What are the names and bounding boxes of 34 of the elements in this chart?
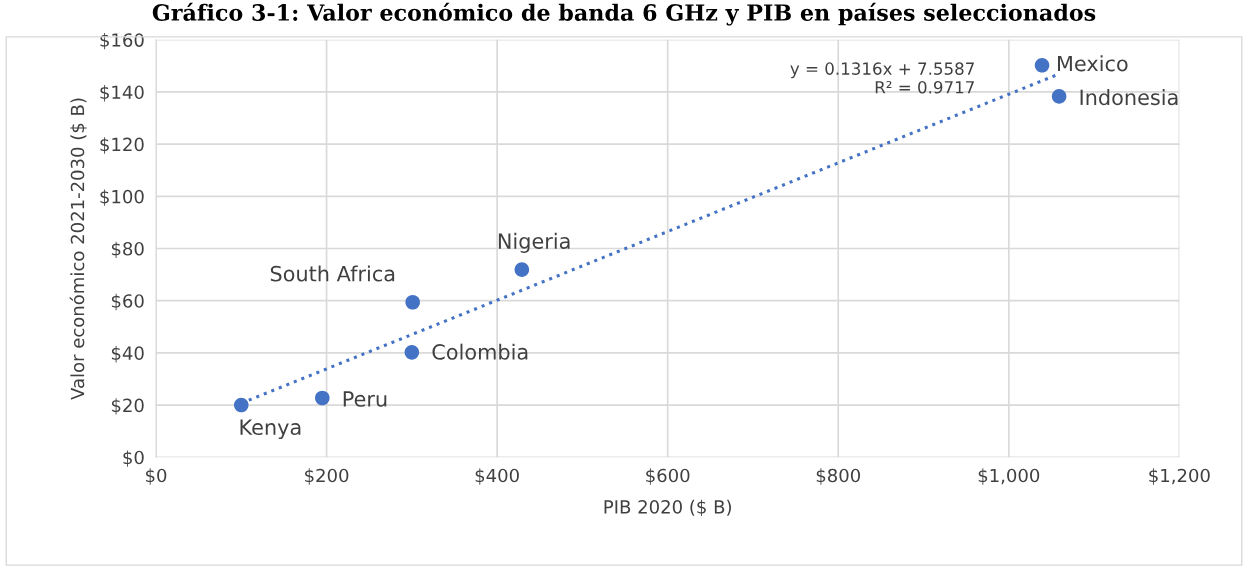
- point: [1034, 58, 1050, 73]
- chart-title: Gráfico 3-1: Valor económico de banda 6 GHz y PIB en países seleccionados: [152, 2, 1096, 26]
- point: [1051, 89, 1067, 104]
- annotation: South Africa: [270, 265, 395, 282]
- x-tick-label: $1,200: [1149, 468, 1210, 485]
- y-tick-label: $140: [100, 85, 144, 102]
- y-axis-title: Valor económico 2021-2030 ($ B): [69, 98, 87, 400]
- annotation: y = 0.1316x + 7.5587 R² = 0.9717: [790, 62, 974, 94]
- x-tick-label: $1,000: [978, 468, 1040, 485]
- point: [315, 390, 330, 406]
- point: [404, 345, 420, 360]
- y-tick-label: $100: [100, 189, 144, 206]
- x-tick-label: $800: [816, 468, 861, 485]
- point: [234, 397, 249, 413]
- y-tick-label: $60: [111, 293, 144, 311]
- point: [514, 262, 530, 277]
- annotation: Peru: [343, 391, 387, 407]
- annotation: Mexico: [1057, 55, 1128, 72]
- annotation: Kenya: [240, 419, 301, 440]
- annotation: Colombia: [432, 343, 528, 360]
- y-tick-label: $120: [100, 137, 144, 154]
- x-tick-label: $0: [146, 468, 167, 485]
- annotation: Nigeria: [498, 232, 570, 253]
- point: [405, 294, 420, 310]
- y-tick-label: $40: [111, 346, 144, 363]
- y-tick-label: $160: [100, 32, 144, 50]
- x-tick-label: $200: [305, 468, 349, 485]
- y-tick-label: $20: [111, 398, 144, 415]
- x-axis-title: PIB 2020 ($ B): [604, 499, 731, 517]
- y-tick-label: $80: [111, 241, 144, 259]
- x-tick-label: $400: [475, 468, 519, 485]
- x-tick-label: $600: [646, 468, 690, 485]
- annotation: Indonesia: [1080, 89, 1178, 106]
- y-tick-label: $0: [123, 450, 144, 467]
